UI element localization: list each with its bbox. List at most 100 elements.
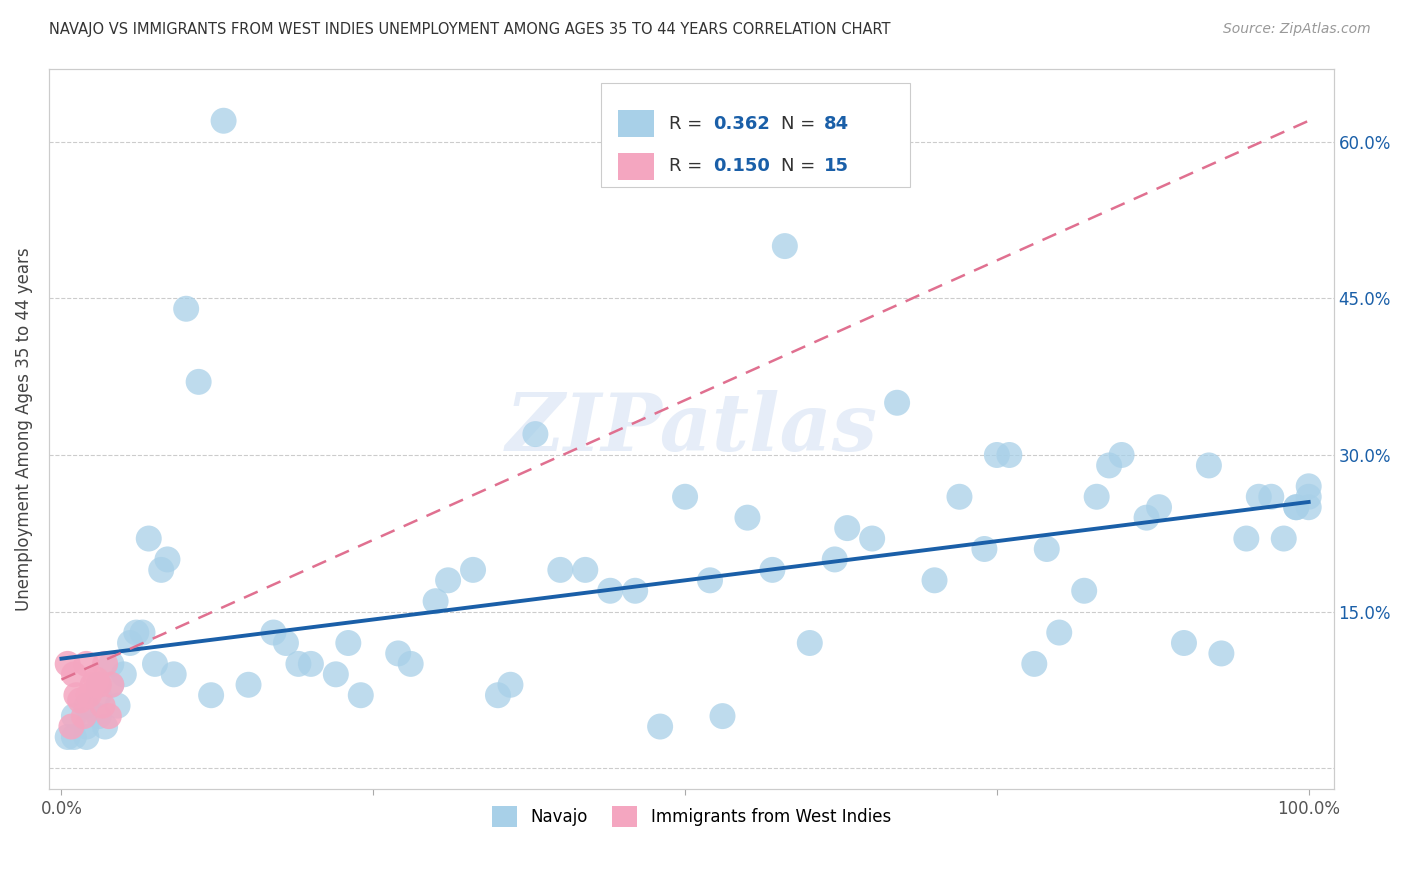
Point [1135,510,1157,524]
Point [550,563,572,577]
Point [75,657,97,671]
Point [143,657,166,671]
Point [737,510,759,524]
Point [886,396,908,410]
Point [1260,490,1282,504]
Y-axis label: Unemployment Among Ages 35 to 44 years: Unemployment Among Ages 35 to 44 years [15,247,32,611]
Point [65,688,87,702]
Point [437,574,460,588]
Point [87,678,110,692]
Point [238,678,260,692]
Point [1298,490,1320,504]
Point [63,709,86,723]
Point [263,625,285,640]
Point [94,657,117,671]
Point [1298,479,1320,493]
Point [163,667,186,681]
Point [77,688,100,702]
Point [299,657,322,671]
Point [138,532,160,546]
Point [1247,490,1270,504]
Point [1285,500,1308,515]
FancyBboxPatch shape [602,83,910,187]
Point [1272,532,1295,546]
Point [673,490,696,504]
Point [1111,448,1133,462]
Point [837,521,859,535]
Point [461,563,484,577]
Point [107,698,129,713]
Point [69,693,91,707]
Text: N =: N = [782,114,821,133]
Point [100,657,122,671]
Point [337,636,360,650]
Point [287,657,309,671]
Point [150,563,173,577]
Point [91,698,114,713]
Point [87,709,110,723]
Point [998,448,1021,462]
Point [1173,636,1195,650]
Point [325,667,347,681]
Text: 84: 84 [824,114,849,133]
FancyBboxPatch shape [619,153,654,180]
Text: Source: ZipAtlas.com: Source: ZipAtlas.com [1223,22,1371,37]
Text: 0.362: 0.362 [713,114,770,133]
Point [387,647,409,661]
Point [212,113,235,128]
FancyBboxPatch shape [619,110,654,137]
Point [486,688,509,702]
Point [1285,500,1308,515]
Point [773,239,796,253]
Point [274,636,297,650]
Point [87,678,110,692]
Point [100,678,122,692]
Point [860,532,883,546]
Point [100,678,122,692]
Point [499,678,522,692]
Point [94,720,117,734]
Point [824,552,846,566]
Point [650,720,672,734]
Point [761,563,783,577]
Point [87,688,110,702]
Point [131,625,153,640]
Point [973,541,995,556]
Point [574,563,596,577]
Point [75,730,97,744]
Point [156,552,179,566]
Point [711,709,734,723]
Point [63,667,86,681]
Point [1047,625,1070,640]
Point [174,301,197,316]
Point [187,375,209,389]
Point [425,594,447,608]
Text: R =: R = [669,157,709,176]
Point [60,720,83,734]
Point [624,583,647,598]
Point [1298,500,1320,515]
Text: R =: R = [669,114,709,133]
Point [125,625,148,640]
Point [524,427,547,442]
Point [56,657,79,671]
Point [1073,583,1095,598]
Point [56,730,79,744]
Point [1211,647,1233,661]
Point [1147,500,1170,515]
Point [799,636,821,650]
Text: N =: N = [782,157,821,176]
Point [699,574,721,588]
Point [97,709,120,723]
Point [1098,458,1121,473]
Point [86,673,108,687]
Text: 0.150: 0.150 [713,157,770,176]
Point [1024,657,1046,671]
Point [986,448,1008,462]
Text: 15: 15 [824,157,849,176]
Point [1085,490,1108,504]
Point [1198,458,1220,473]
Point [118,636,141,650]
Legend: Navajo, Immigrants from West Indies: Navajo, Immigrants from West Indies [484,798,900,835]
Point [948,490,970,504]
